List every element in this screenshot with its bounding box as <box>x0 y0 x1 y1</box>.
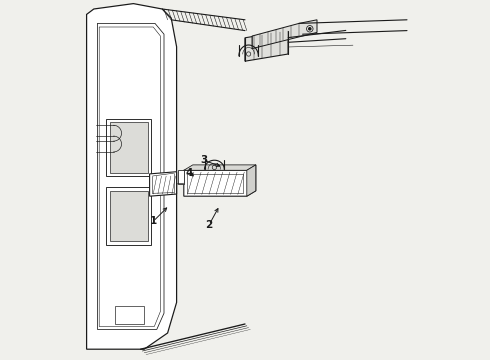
Polygon shape <box>184 165 256 196</box>
Polygon shape <box>110 191 148 241</box>
Polygon shape <box>99 27 160 327</box>
Text: 3: 3 <box>200 155 207 165</box>
Text: 2: 2 <box>205 220 213 230</box>
Text: 1: 1 <box>149 216 157 226</box>
Polygon shape <box>245 31 288 61</box>
Polygon shape <box>178 170 184 184</box>
Polygon shape <box>106 119 151 176</box>
Circle shape <box>309 28 311 30</box>
Polygon shape <box>110 122 148 173</box>
Polygon shape <box>98 23 164 329</box>
Text: 4: 4 <box>186 168 193 178</box>
Polygon shape <box>184 165 256 170</box>
Polygon shape <box>87 4 176 349</box>
Polygon shape <box>116 306 144 324</box>
Polygon shape <box>106 187 151 245</box>
Polygon shape <box>252 20 317 49</box>
Polygon shape <box>149 172 176 196</box>
Polygon shape <box>247 165 256 196</box>
